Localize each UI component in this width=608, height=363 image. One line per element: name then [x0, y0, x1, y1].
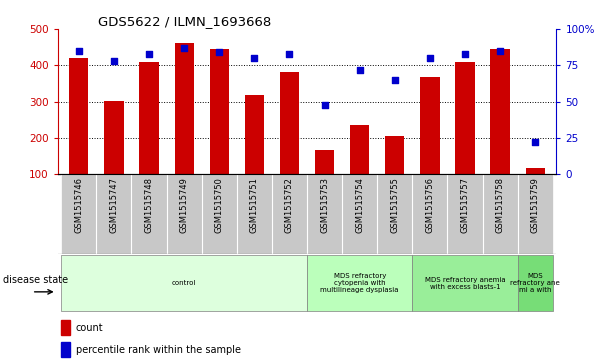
Bar: [385, 136, 404, 174]
Bar: [517, 255, 553, 311]
Bar: [483, 174, 517, 254]
Text: MDS refractory anemia
with excess blasts-1: MDS refractory anemia with excess blasts…: [425, 277, 505, 290]
Bar: [202, 174, 237, 254]
Point: [530, 139, 540, 145]
Bar: [244, 95, 264, 174]
Text: GSM1515748: GSM1515748: [145, 177, 154, 233]
Bar: [272, 174, 307, 254]
Text: GSM1515759: GSM1515759: [531, 177, 540, 233]
Point: [144, 51, 154, 57]
Point: [496, 48, 505, 54]
Text: GSM1515752: GSM1515752: [285, 177, 294, 233]
Bar: [307, 255, 412, 311]
Text: GDS5622 / ILMN_1693668: GDS5622 / ILMN_1693668: [98, 15, 271, 28]
Bar: [412, 174, 447, 254]
Point: [355, 67, 365, 73]
Text: GSM1515751: GSM1515751: [250, 177, 259, 233]
Text: percentile rank within the sample: percentile rank within the sample: [76, 345, 241, 355]
Bar: [377, 174, 412, 254]
Bar: [237, 174, 272, 254]
Text: disease state: disease state: [3, 275, 68, 285]
Text: GSM1515757: GSM1515757: [460, 177, 469, 233]
Text: GSM1515750: GSM1515750: [215, 177, 224, 233]
Bar: [105, 101, 123, 174]
Text: GSM1515747: GSM1515747: [109, 177, 119, 233]
Bar: [61, 320, 70, 335]
Point: [390, 77, 399, 83]
Bar: [307, 174, 342, 254]
Text: count: count: [76, 323, 103, 333]
Text: GSM1515758: GSM1515758: [496, 177, 505, 233]
Bar: [420, 77, 440, 174]
Bar: [139, 62, 159, 174]
Point: [425, 55, 435, 61]
Bar: [97, 174, 131, 254]
Bar: [131, 174, 167, 254]
Point: [179, 45, 189, 51]
Text: MDS
refractory ane
mi a with: MDS refractory ane mi a with: [510, 273, 560, 293]
Bar: [455, 62, 475, 174]
Text: GSM1515754: GSM1515754: [355, 177, 364, 233]
Text: control: control: [172, 280, 196, 286]
Bar: [447, 174, 483, 254]
Bar: [61, 174, 97, 254]
Bar: [69, 58, 89, 174]
Text: GSM1515753: GSM1515753: [320, 177, 329, 233]
Point: [74, 48, 84, 54]
Point: [215, 49, 224, 55]
Bar: [280, 72, 299, 174]
Text: GSM1515746: GSM1515746: [74, 177, 83, 233]
Bar: [517, 174, 553, 254]
Text: GSM1515749: GSM1515749: [179, 177, 188, 233]
Text: GSM1515755: GSM1515755: [390, 177, 399, 233]
Bar: [525, 168, 545, 174]
Point: [320, 102, 330, 107]
Bar: [491, 49, 510, 174]
Bar: [61, 255, 307, 311]
Bar: [61, 342, 70, 357]
Bar: [315, 150, 334, 174]
Bar: [412, 255, 517, 311]
Text: MDS refractory
cytopenia with
multilineage dysplasia: MDS refractory cytopenia with multilinea…: [320, 273, 399, 293]
Point: [460, 51, 470, 57]
Bar: [342, 174, 377, 254]
Point: [109, 58, 119, 64]
Text: GSM1515756: GSM1515756: [426, 177, 435, 233]
Bar: [210, 49, 229, 174]
Bar: [174, 43, 194, 174]
Bar: [350, 125, 370, 174]
Point: [285, 51, 294, 57]
Bar: [167, 174, 202, 254]
Point: [249, 55, 259, 61]
